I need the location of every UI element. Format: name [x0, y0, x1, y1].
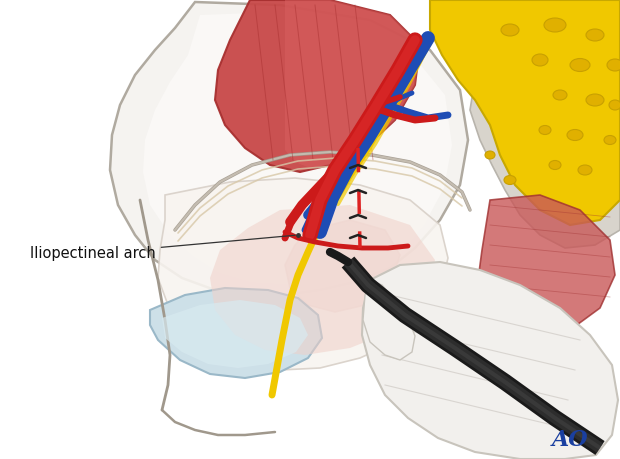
Ellipse shape — [567, 129, 583, 140]
Ellipse shape — [596, 81, 620, 99]
Polygon shape — [478, 195, 615, 340]
Ellipse shape — [550, 6, 590, 24]
Polygon shape — [150, 288, 322, 378]
Polygon shape — [285, 220, 400, 312]
Ellipse shape — [501, 24, 519, 36]
Ellipse shape — [553, 90, 567, 100]
Ellipse shape — [595, 40, 620, 60]
Ellipse shape — [539, 125, 551, 134]
Polygon shape — [162, 300, 308, 368]
Polygon shape — [158, 178, 448, 370]
Polygon shape — [110, 2, 468, 295]
Ellipse shape — [586, 29, 604, 41]
Ellipse shape — [570, 58, 590, 72]
Ellipse shape — [578, 165, 592, 175]
Ellipse shape — [597, 121, 620, 139]
Polygon shape — [470, 0, 620, 248]
Ellipse shape — [609, 100, 620, 110]
Ellipse shape — [607, 59, 620, 71]
Ellipse shape — [504, 175, 516, 185]
Ellipse shape — [485, 151, 495, 159]
Polygon shape — [143, 12, 452, 284]
Polygon shape — [430, 0, 620, 225]
Polygon shape — [362, 262, 618, 459]
Ellipse shape — [586, 94, 604, 106]
Ellipse shape — [544, 18, 566, 32]
Text: Iliopectineal arch: Iliopectineal arch — [30, 235, 295, 261]
Ellipse shape — [532, 54, 548, 66]
Polygon shape — [215, 0, 420, 172]
Polygon shape — [363, 280, 415, 360]
Ellipse shape — [604, 135, 616, 145]
Polygon shape — [285, 0, 420, 168]
Polygon shape — [210, 205, 435, 355]
Text: AO: AO — [552, 429, 588, 451]
Ellipse shape — [549, 161, 561, 169]
